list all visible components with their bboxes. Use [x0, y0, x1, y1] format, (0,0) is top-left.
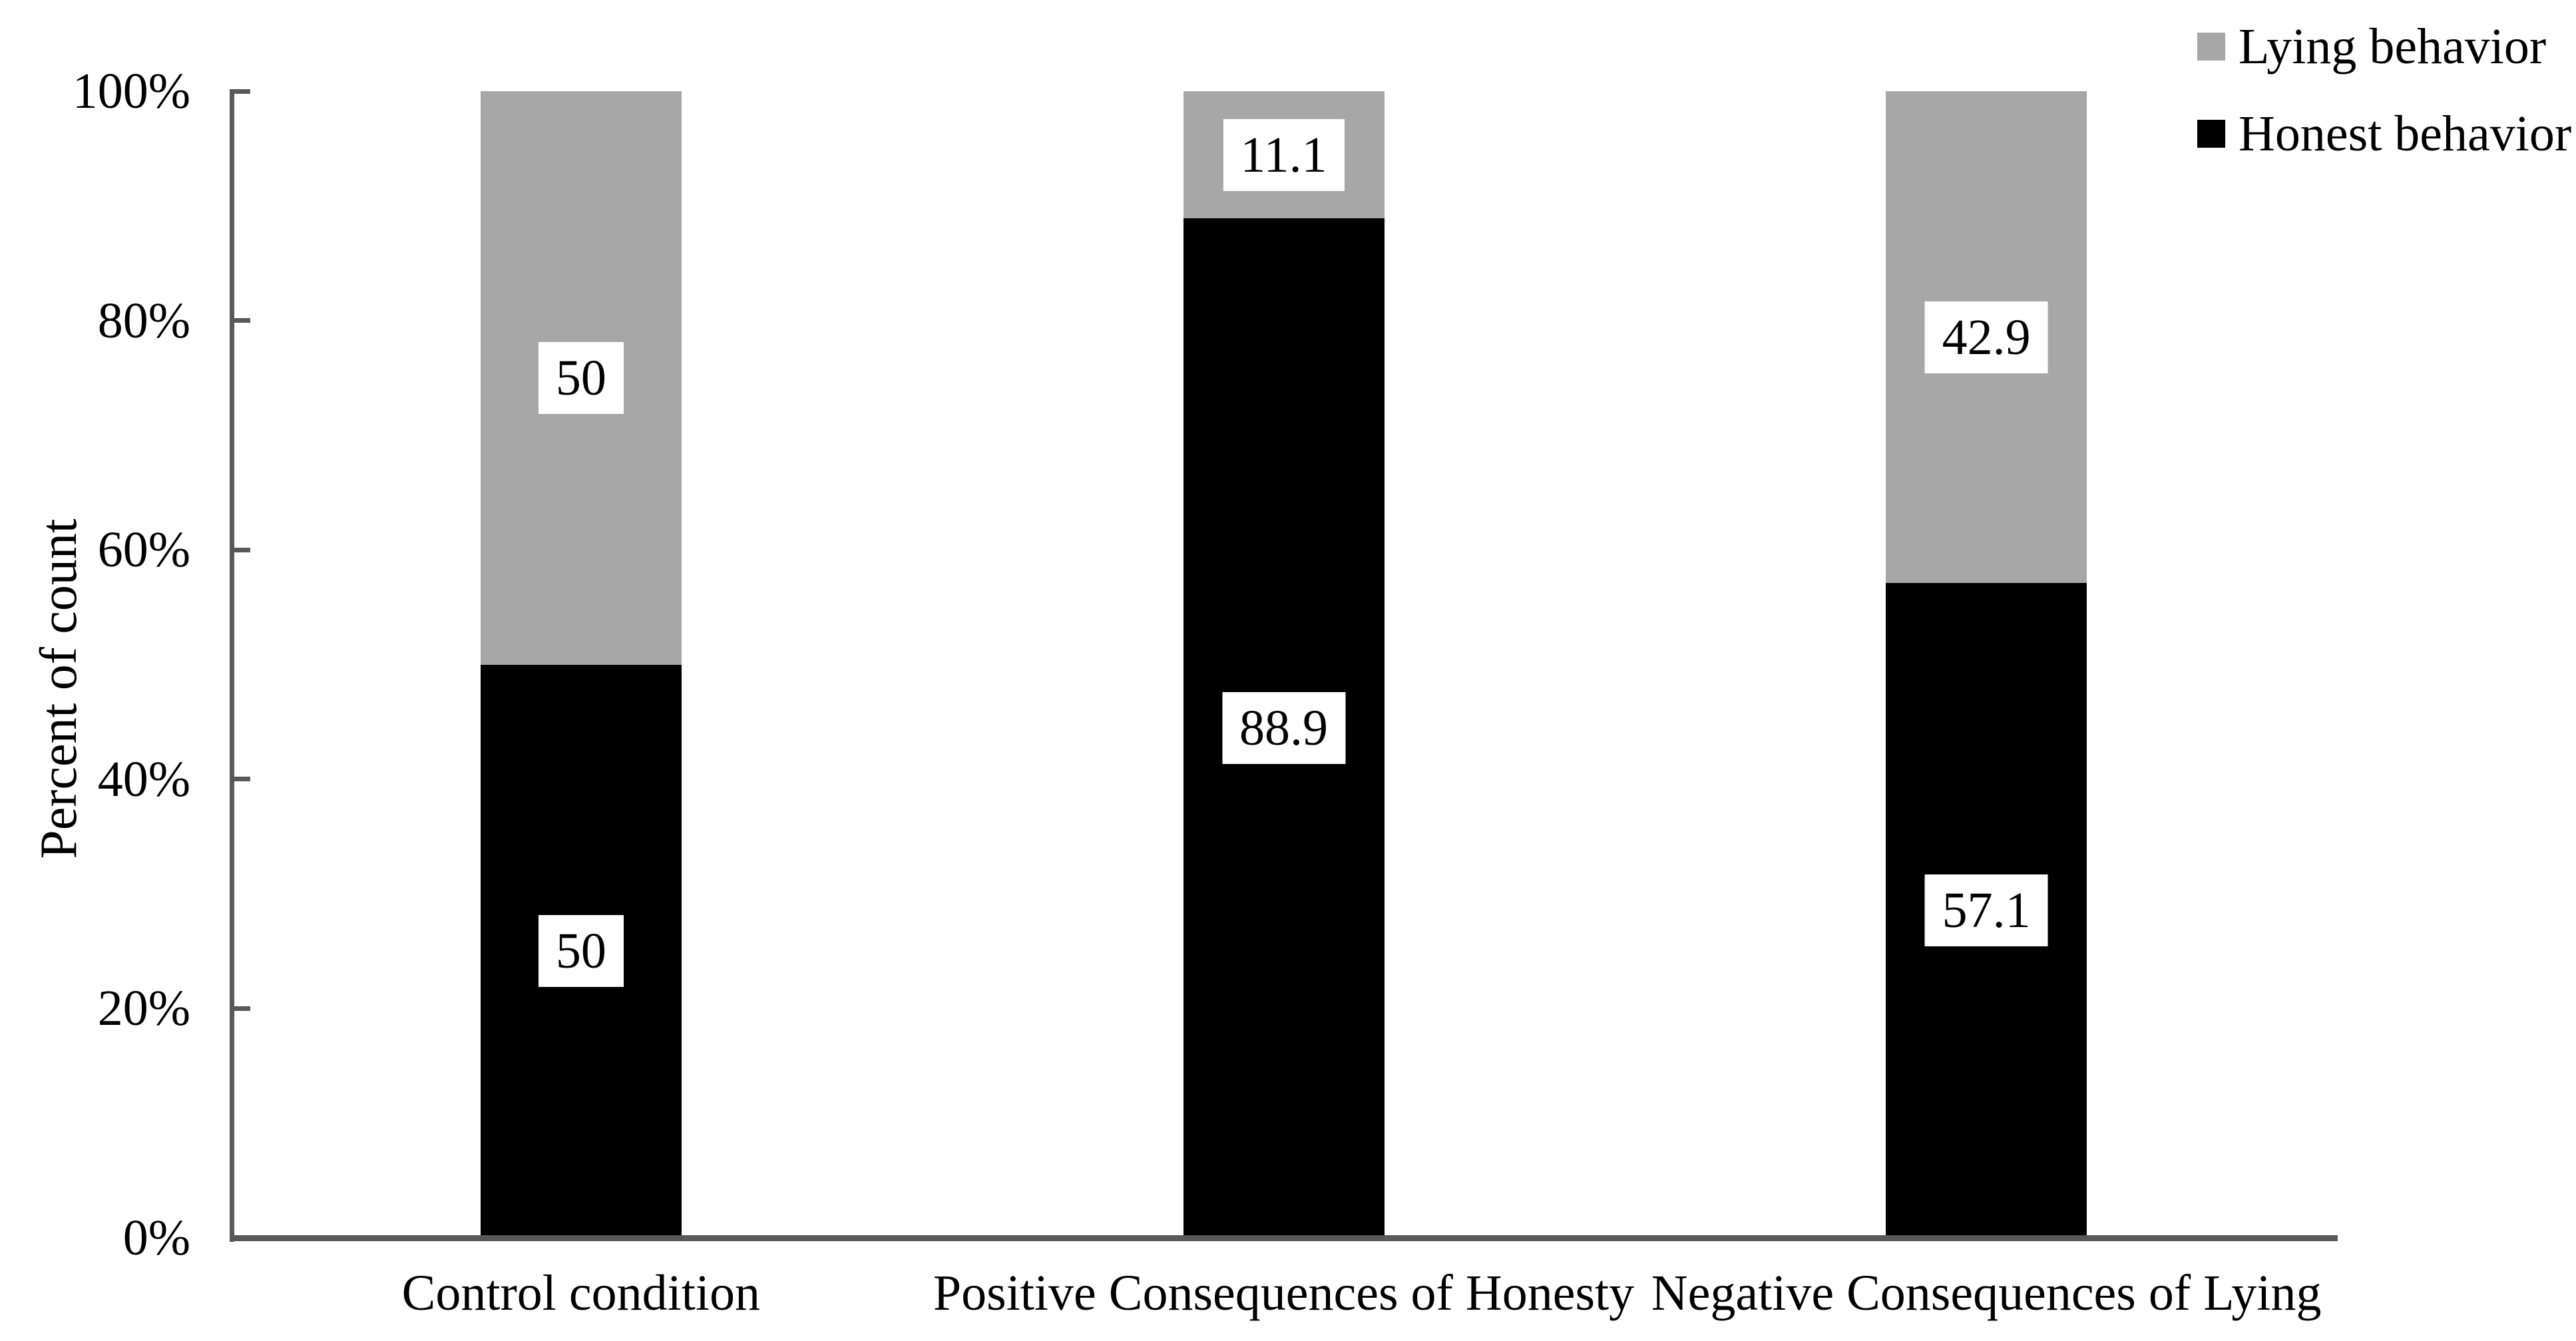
y-tick-label: 60% [97, 522, 190, 578]
legend-swatch-lying-behavior [2197, 33, 2225, 61]
data-label: 50 [538, 341, 624, 414]
data-label: 88.9 [1222, 692, 1345, 765]
y-tick-label: 80% [97, 292, 190, 349]
y-tick-mark [230, 1006, 250, 1011]
data-label: 42.9 [1924, 301, 2048, 373]
data-label: 50 [538, 915, 624, 988]
legend-label: Lying behavior [2239, 19, 2547, 75]
x-category-label: Control condition [401, 1265, 760, 1321]
legend-item: Lying behavior [2197, 21, 2546, 72]
x-category-label: Negative Consequences of Lying [1651, 1265, 2322, 1321]
y-tick-mark [230, 777, 250, 782]
y-axis-line [230, 91, 234, 1242]
legend-item: Honest behavior [2197, 108, 2571, 159]
x-category-label: Positive Consequences of Honesty [933, 1265, 1635, 1321]
x-axis-line [230, 1235, 2338, 1241]
y-tick-label: 40% [97, 751, 190, 807]
y-tick-mark [230, 89, 250, 94]
y-tick-label: 100% [72, 63, 190, 119]
data-label: 11.1 [1223, 118, 1345, 191]
data-label: 57.1 [1924, 874, 2048, 947]
y-tick-mark [230, 547, 250, 552]
y-tick-label: 0% [122, 1210, 190, 1266]
legend-swatch-honest-behavior [2197, 120, 2225, 148]
legend-label: Honest behavior [2239, 106, 2572, 162]
y-tick-label: 20% [97, 980, 190, 1037]
y-tick-mark [230, 318, 250, 323]
